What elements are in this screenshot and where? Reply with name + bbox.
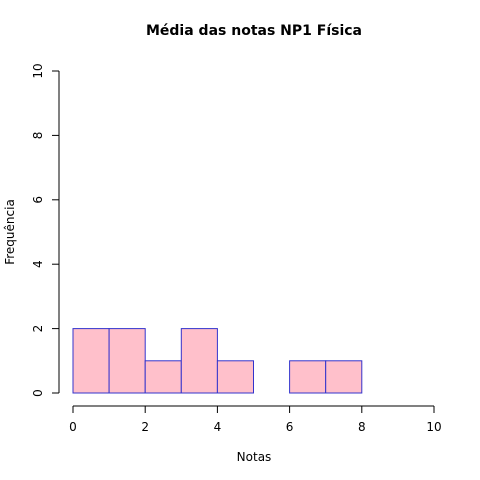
y-tick-label: 4 [31, 260, 45, 268]
x-tick-label: 6 [286, 420, 294, 434]
y-axis-label: Frequência [3, 199, 17, 265]
y-tick-label: 2 [31, 325, 45, 333]
histogram-bar-6 [289, 360, 327, 394]
bars-group [72, 328, 363, 394]
histogram-bar-4 [216, 360, 254, 394]
chart-title: Média das notas NP1 Física [146, 23, 362, 39]
histogram-bar-2 [144, 360, 182, 394]
histogram-bar-0 [72, 328, 110, 394]
y-tick-label: 8 [31, 132, 45, 140]
histogram-bar-3 [180, 328, 218, 394]
x-tick-label: 2 [141, 420, 149, 434]
histogram-bar-7 [325, 360, 363, 394]
histogram-bar-1 [108, 328, 146, 394]
x-tick-label: 4 [214, 420, 222, 434]
y-tick-label: 6 [31, 196, 45, 204]
y-tick-label: 0 [31, 389, 45, 397]
x-tick-label: 8 [358, 420, 366, 434]
x-tick-label: 10 [426, 420, 441, 434]
x-axis-label: Notas [237, 450, 272, 464]
x-axis: 0 2 4 6 8 10 [69, 405, 442, 434]
x-tick-label: 0 [69, 420, 77, 434]
y-tick-label: 10 [31, 63, 45, 78]
y-axis: 0 2 4 6 8 10 [31, 63, 60, 397]
